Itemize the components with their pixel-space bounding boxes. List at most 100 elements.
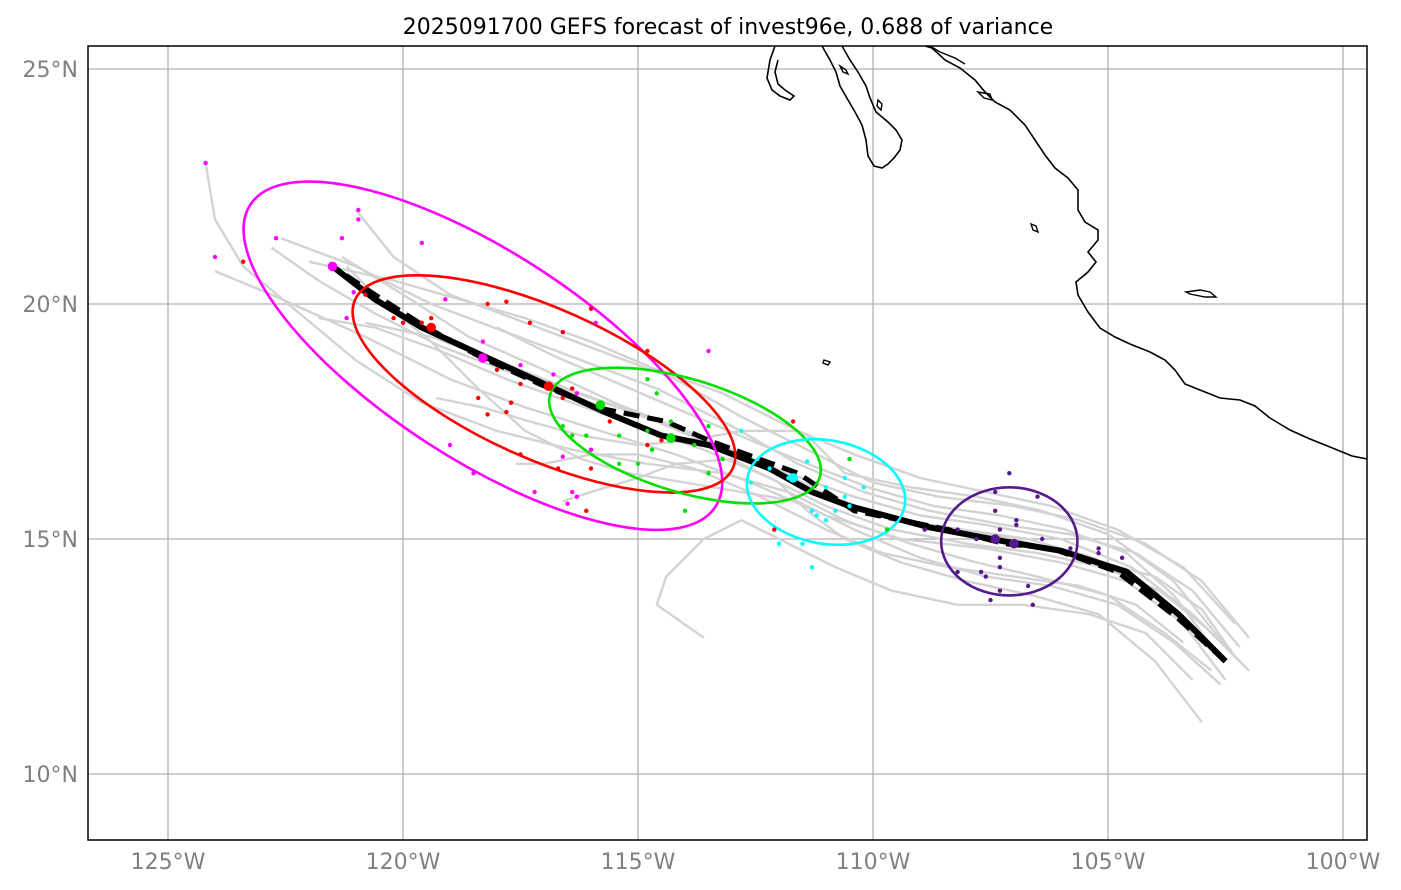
plot-content bbox=[88, 46, 1367, 840]
member-point-purple bbox=[983, 574, 988, 579]
member-point-purple bbox=[988, 597, 993, 603]
member-point-magenta bbox=[351, 290, 356, 295]
center-point-green bbox=[666, 433, 676, 443]
member-point-red bbox=[570, 386, 575, 391]
member-point-red bbox=[560, 330, 565, 335]
member-point-cyan bbox=[842, 475, 847, 481]
member-point-red bbox=[555, 466, 561, 471]
member-point-red bbox=[400, 320, 406, 325]
ensemble-track bbox=[214, 269, 1227, 681]
spread-ellipse-magenta bbox=[242, 180, 724, 532]
member-point-green bbox=[560, 424, 565, 429]
member-point-red bbox=[772, 527, 777, 532]
member-point-purple bbox=[1035, 494, 1040, 499]
member-point-magenta bbox=[574, 494, 580, 499]
ensemble-track bbox=[318, 316, 1250, 672]
island bbox=[1029, 222, 1040, 234]
member-point-cyan bbox=[809, 565, 815, 570]
dashed-mean-track bbox=[331, 264, 1228, 664]
member-point-green bbox=[649, 447, 655, 452]
member-point-cyan bbox=[861, 485, 866, 490]
member-point-green bbox=[720, 456, 725, 462]
member-point-magenta bbox=[551, 372, 556, 377]
coastline-baja bbox=[766, 46, 903, 169]
member-point-magenta bbox=[560, 454, 565, 459]
x-tick-label: 120°W bbox=[366, 850, 441, 875]
member-point-green bbox=[668, 419, 674, 424]
member-point-green bbox=[645, 377, 650, 382]
coastline-gulf bbox=[929, 46, 966, 65]
member-point-green bbox=[884, 527, 890, 532]
y-tick-label: 25°N bbox=[23, 58, 78, 83]
member-point-magenta bbox=[419, 240, 424, 246]
center-point-red bbox=[426, 322, 437, 333]
member-point-red bbox=[645, 348, 650, 354]
y-tick-label: 20°N bbox=[23, 293, 78, 318]
member-point-red bbox=[584, 508, 589, 513]
ensemble-track bbox=[280, 237, 1241, 648]
member-point-purple bbox=[997, 565, 1003, 570]
ensemble-track bbox=[345, 265, 1222, 686]
chart-title: 2025091700 GEFS forecast of invest96e, 0… bbox=[403, 15, 1053, 40]
y-tick-label: 15°N bbox=[23, 528, 78, 553]
coastline-mainland bbox=[924, 46, 1367, 460]
member-point-green bbox=[682, 508, 688, 513]
member-point-magenta bbox=[443, 297, 448, 302]
center-point-cyan bbox=[788, 473, 798, 483]
member-point-red bbox=[476, 395, 481, 401]
x-tick-label: 115°W bbox=[601, 850, 676, 875]
member-point-magenta bbox=[574, 391, 580, 396]
ensemble-track bbox=[655, 519, 1194, 681]
ensemble-mean-track bbox=[330, 264, 1228, 664]
center-point-red bbox=[543, 381, 554, 392]
member-point-purple bbox=[993, 508, 998, 513]
member-point-purple bbox=[955, 569, 960, 575]
member-point-magenta bbox=[471, 471, 476, 476]
member-point-cyan bbox=[833, 508, 838, 513]
y-tick-label: 10°N bbox=[23, 763, 78, 788]
member-point-red bbox=[607, 419, 612, 424]
member-point-green bbox=[617, 461, 622, 466]
member-point-magenta bbox=[532, 489, 537, 495]
member-point-magenta bbox=[706, 348, 711, 354]
x-tick-label: 110°W bbox=[836, 850, 911, 875]
member-point-red bbox=[659, 438, 664, 443]
x-tick-label: 125°W bbox=[131, 850, 206, 875]
member-point-green bbox=[645, 428, 650, 434]
ensemble-track bbox=[355, 209, 1250, 639]
member-point-cyan bbox=[800, 541, 805, 546]
member-point-cyan bbox=[823, 485, 829, 490]
member-point-magenta bbox=[588, 447, 594, 452]
island bbox=[975, 90, 994, 101]
member-point-cyan bbox=[739, 428, 744, 434]
member-point-red bbox=[391, 315, 396, 321]
member-point-cyan bbox=[805, 459, 810, 464]
center-point-purple bbox=[1009, 538, 1019, 549]
member-point-cyan bbox=[776, 541, 782, 546]
member-point-purple bbox=[955, 527, 960, 532]
member-point-green bbox=[706, 471, 711, 476]
member-point-red bbox=[504, 409, 509, 415]
member-point-red bbox=[560, 395, 565, 401]
member-point-red bbox=[518, 452, 523, 457]
y-tick-labels: 25°N 20°N 15°N 10°N bbox=[23, 58, 78, 788]
member-point-cyan bbox=[847, 503, 852, 509]
member-point-purple bbox=[1007, 471, 1012, 476]
member-point-green bbox=[617, 433, 622, 438]
ensemble-track bbox=[496, 326, 1218, 653]
member-point-green bbox=[635, 461, 641, 466]
member-point-cyan bbox=[809, 508, 815, 513]
island bbox=[838, 63, 850, 76]
member-point-green bbox=[654, 391, 659, 396]
member-point-purple bbox=[1096, 546, 1101, 551]
member-point-green bbox=[692, 442, 697, 448]
member-point-purple bbox=[1014, 518, 1019, 523]
member-point-green bbox=[847, 456, 852, 462]
member-point-red bbox=[419, 320, 424, 325]
member-point-purple bbox=[1119, 555, 1125, 560]
member-point-magenta bbox=[356, 207, 361, 213]
center-point-magenta bbox=[478, 353, 488, 363]
member-point-green bbox=[584, 433, 589, 438]
member-point-magenta bbox=[570, 489, 575, 495]
center-point-purple bbox=[990, 534, 1000, 544]
